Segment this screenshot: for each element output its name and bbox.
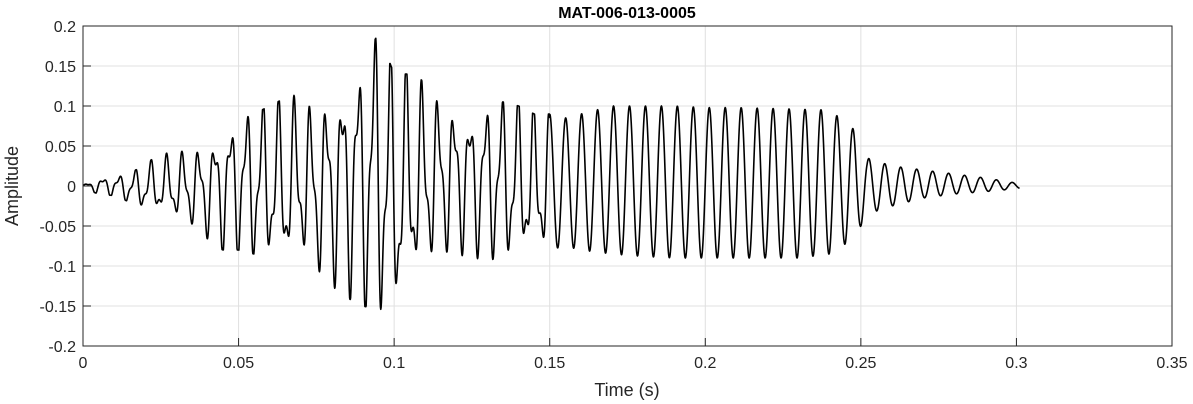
y-tick-label: 0.05 xyxy=(45,139,76,156)
x-tick-label: 0.2 xyxy=(694,355,716,372)
y-tick-label: -0.1 xyxy=(48,259,76,276)
amplitude-waveform-line xyxy=(82,37,1021,311)
y-tick-label: 0.1 xyxy=(54,99,76,116)
x-axis-ticks: 0 0.05 0.1 0.15 0.2 0.25 0.3 0.35 xyxy=(79,338,1188,372)
y-tick-label: 0.15 xyxy=(45,59,76,76)
x-tick-label: 0.05 xyxy=(223,355,254,372)
waveform-group xyxy=(82,37,1021,311)
y-tick-label: -0.2 xyxy=(48,339,76,356)
chart-title: MAT-006-013-0005 xyxy=(558,5,696,22)
x-tick-label: 0.25 xyxy=(845,355,876,372)
y-axis-ticks: -0.2 -0.15 -0.1 -0.05 0 0.05 0.1 0.15 0.2 xyxy=(40,19,91,356)
x-tick-label: 0.15 xyxy=(534,355,565,372)
y-axis-title: Amplitude xyxy=(2,146,22,226)
y-tick-label: -0.15 xyxy=(40,299,77,316)
x-tick-label: 0 xyxy=(79,355,88,372)
x-tick-label: 0.1 xyxy=(383,355,405,372)
x-tick-label: 0.35 xyxy=(1156,355,1187,372)
x-tick-label: 0.3 xyxy=(1005,355,1027,372)
x-axis-title: Time (s) xyxy=(594,380,659,400)
y-tick-label: 0.2 xyxy=(54,19,76,36)
y-tick-label: 0 xyxy=(67,179,76,196)
y-tick-label: -0.05 xyxy=(40,219,77,236)
